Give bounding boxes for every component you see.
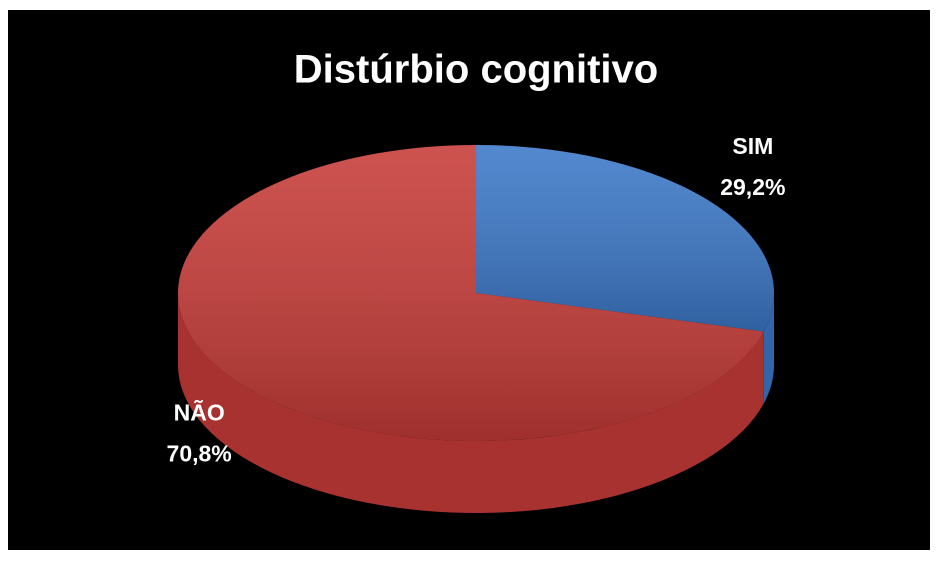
value-label: 29,2% (720, 174, 785, 200)
slice-shading (476, 145, 774, 332)
category-label: SIM (732, 133, 773, 159)
chart-title: Distúrbio cognitivo (294, 48, 658, 92)
slice-shading (178, 145, 764, 441)
category-label: NÃO (174, 398, 225, 425)
slice-side (763, 293, 774, 404)
value-label: 70,8% (167, 440, 232, 466)
slice-side (178, 293, 764, 513)
